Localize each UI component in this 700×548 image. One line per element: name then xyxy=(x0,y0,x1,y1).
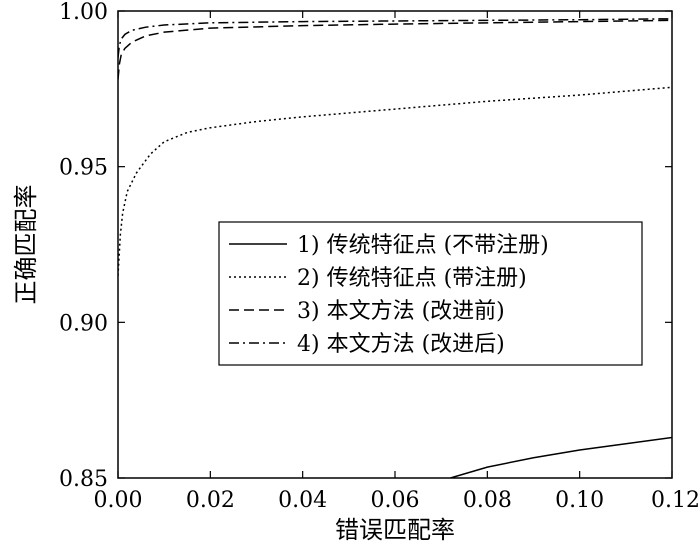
x-tick-label: 0.06 xyxy=(371,488,420,513)
legend: 1) 传统特征点 (不带注册) 2) 传统特征点 (带注册) 3) 本文方法 (改进… xyxy=(218,221,643,366)
axis-ticks: 0.00 0.02 0.04 0.06 0.08 0.10 0.12 0.85 0.90 0.95… xyxy=(59,0,700,513)
legend-entry-3: 3) 本文方法 (改进前) xyxy=(297,299,505,324)
x-tick-label: 0.08 xyxy=(463,488,512,513)
legend-entry-1: 1) 传统特征点 (不带注册) xyxy=(297,233,549,258)
legend-entry-2: 2) 传统特征点 (带注册) xyxy=(297,266,527,291)
y-tick-label: 0.95 xyxy=(59,156,108,181)
y-axis-label: 正确匹配率 xyxy=(12,185,40,305)
series-line-1 xyxy=(450,436,672,478)
y-tick-label: 0.90 xyxy=(59,311,108,336)
x-tick-label: 0.04 xyxy=(278,488,327,513)
x-tick-label: 0.10 xyxy=(555,488,604,513)
legend-box xyxy=(218,221,643,366)
x-tick-label: 0.00 xyxy=(94,488,143,513)
x-axis-label: 错误匹配率 xyxy=(335,516,455,544)
y-tick-label: 1.00 xyxy=(59,0,108,25)
series-line-3 xyxy=(118,19,672,80)
x-tick-label: 0.12 xyxy=(651,488,700,513)
y-tick-label: 0.85 xyxy=(59,467,108,492)
x-tick-label: 0.02 xyxy=(186,488,235,513)
legend-entry-4: 4) 本文方法 (改进后) xyxy=(297,332,505,357)
series-line-4 xyxy=(118,18,672,58)
series-group xyxy=(118,18,672,478)
